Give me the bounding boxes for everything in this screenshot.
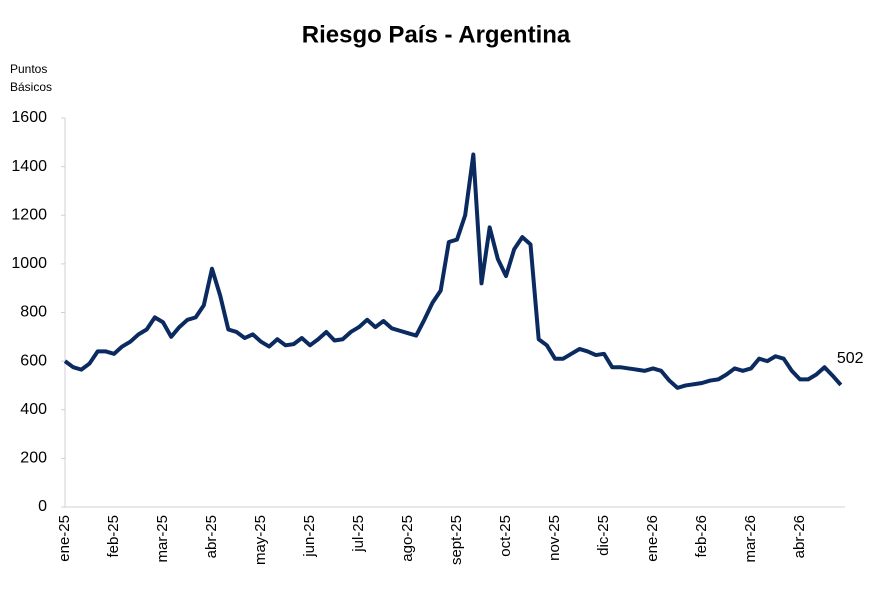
data-label: 502 [837,350,864,367]
y-tick-label: 1400 [11,158,47,175]
x-tick-label: dic-25 [595,515,612,556]
y-tick-label: 1600 [11,109,47,126]
y-axis-label: Básicos [10,80,52,94]
y-axis-label: Puntos [10,62,47,76]
y-tick-label: 1200 [11,206,47,223]
y-tick-label: 800 [20,304,47,321]
x-tick-label: ago-25 [399,515,416,562]
x-tick-label: mar-25 [154,515,171,563]
y-tick-label: 200 [20,450,47,467]
x-tick-label: ene-25 [56,515,73,562]
x-tick-label: feb-25 [105,515,122,558]
x-tick-label: ene-26 [644,515,661,562]
y-tick-label: 600 [20,352,47,369]
x-tick-label: abr-25 [203,515,220,558]
line-series [63,152,843,390]
x-tick-label: abr-26 [791,515,808,558]
x-tick-label: mar-26 [742,515,759,563]
x-tick-label: jul-25 [350,515,367,553]
x-tick-label: jun-25 [301,515,318,558]
y-tick-label: 0 [38,498,47,515]
chart-title: Riesgo País - Argentina [302,21,571,48]
x-tick-label: feb-26 [693,515,710,558]
y-tick-label: 1000 [11,255,47,272]
x-tick-label: sept-25 [448,515,465,565]
x-tick-label: oct-25 [497,515,514,557]
x-tick-label: may-25 [252,515,269,565]
y-tick-label: 400 [20,401,47,418]
x-tick-label: nov-25 [546,515,563,561]
